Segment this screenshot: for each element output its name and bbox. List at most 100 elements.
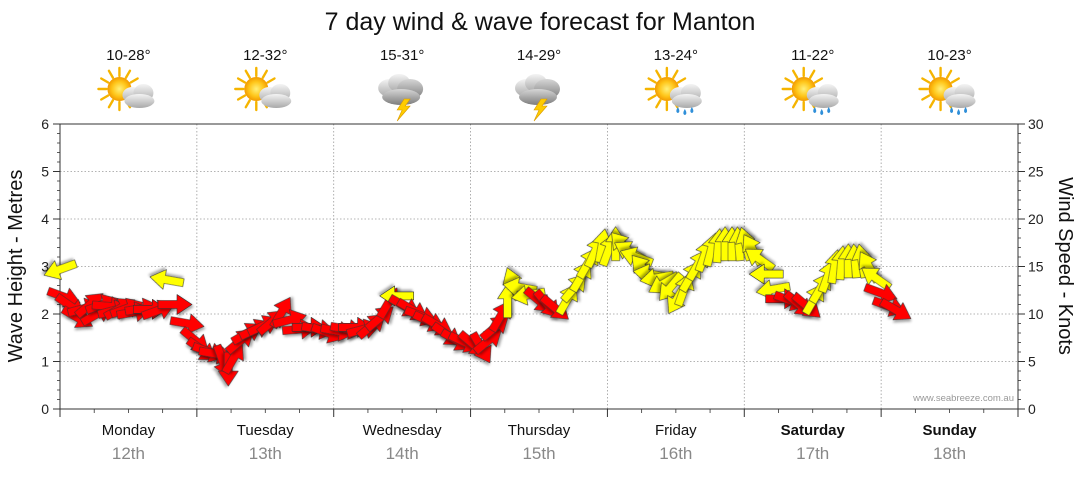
day-date-label: 15th — [522, 444, 555, 463]
x-axis — [59, 409, 1019, 417]
day-temp-label: 12-32° — [243, 47, 287, 64]
sun-ray — [676, 77, 687, 84]
sun-rain-icon — [644, 66, 702, 115]
sun-ray — [928, 69, 936, 79]
rain-drop — [827, 107, 831, 113]
lightning-bolt — [533, 98, 548, 122]
sun-ray — [236, 77, 247, 84]
sun-ray — [784, 94, 794, 101]
sun-ray — [244, 99, 251, 109]
grid — [60, 124, 1018, 409]
right-tick-label: 5 — [1028, 354, 1036, 370]
day-name-label: Thursday — [508, 422, 571, 439]
day-headers: 10-28° Monday 12th 12-32° Tuesday 13th 15-31° W… — [97, 47, 977, 463]
wind-arrow — [748, 263, 784, 285]
wind-arrow — [149, 269, 185, 290]
rain-drop — [950, 107, 954, 113]
watermark: www.seabreeze.com.au — [912, 393, 1014, 404]
wind-arrows — [43, 226, 912, 387]
sun-cloud-icon — [97, 66, 155, 112]
sun-ray — [950, 77, 960, 84]
rain-drop — [957, 109, 961, 115]
cloud-base — [671, 94, 702, 108]
day-date-label: 14th — [386, 444, 419, 463]
rain-drop — [813, 107, 817, 113]
sun-ray — [813, 77, 824, 84]
wind-arrow — [879, 297, 912, 321]
sun-ray — [236, 94, 247, 101]
cloud-base — [945, 94, 976, 108]
day-name-label: Friday — [655, 422, 697, 439]
left-tick-label: 2 — [41, 306, 49, 322]
sun-cloud-icon — [234, 66, 292, 112]
sun-ray — [792, 69, 799, 79]
sun-ray — [266, 77, 276, 84]
rain-drop — [964, 107, 968, 113]
day-date-label: 13th — [249, 444, 282, 463]
storm-cloud-icon — [515, 74, 560, 122]
day-name-label: Tuesday — [237, 422, 294, 439]
sun-ray — [928, 99, 936, 109]
cloud-base — [519, 89, 557, 105]
storm-cloud-icon — [378, 74, 424, 122]
wind-arrow — [745, 248, 776, 273]
sun-ray — [100, 77, 110, 84]
cloud-base — [261, 94, 292, 108]
right-tick-label: 30 — [1028, 116, 1044, 132]
day-name-label: Saturday — [781, 422, 846, 439]
rain-drop — [683, 109, 687, 115]
sun-ray — [647, 94, 657, 101]
sun-ray — [124, 69, 132, 79]
sun-ray — [129, 77, 139, 84]
sun-ray — [792, 99, 799, 109]
sun-ray — [655, 99, 662, 109]
sun-rain-icon — [781, 66, 839, 115]
sun-rain-icon — [918, 66, 976, 115]
sun-ray — [784, 77, 794, 84]
day-temp-label: 13-24° — [654, 47, 698, 64]
wind-arrow — [861, 267, 893, 292]
day-date-label: 17th — [796, 444, 829, 463]
left-tick-label: 6 — [41, 116, 49, 132]
sun-ray — [647, 77, 657, 84]
rain-drop — [820, 109, 824, 115]
sun-ray — [100, 94, 110, 101]
day-name-label: Wednesday — [363, 422, 442, 439]
left-tick-label: 5 — [41, 164, 49, 180]
left-tick-label: 4 — [41, 211, 49, 227]
sun-ray — [945, 69, 953, 79]
day-name-label: Monday — [102, 422, 156, 439]
cloud-base — [124, 94, 155, 108]
left-tick-label: 1 — [41, 354, 49, 370]
sun-ray — [655, 69, 662, 79]
wind-arrow — [157, 294, 193, 315]
sun-ray — [809, 69, 816, 79]
day-temp-label: 14-29° — [517, 47, 561, 64]
day-date-label: 12th — [112, 444, 145, 463]
sun-ray — [672, 69, 679, 79]
left-axis: 0 1 2 3 4 5 6 — [41, 116, 60, 417]
chart-title: 7 day wind & wave forecast for Manton — [325, 8, 756, 36]
right-tick-label: 25 — [1028, 164, 1044, 180]
left-tick-label: 3 — [41, 259, 49, 275]
cloud-base — [808, 94, 839, 108]
right-tick-label: 20 — [1028, 211, 1044, 227]
right-tick-label: 15 — [1028, 259, 1044, 275]
day-name-label: Sunday — [922, 422, 977, 439]
sun-ray — [921, 94, 931, 101]
cloud-base — [382, 89, 421, 105]
sun-ray — [107, 99, 115, 109]
sun-ray — [244, 69, 251, 79]
day-date-label: 16th — [659, 444, 692, 463]
sun-ray — [107, 69, 115, 79]
day-temp-label: 10-23° — [927, 47, 971, 64]
day-date-label: 18th — [933, 444, 966, 463]
day-temp-label: 15-31° — [380, 47, 424, 64]
sun-ray — [261, 69, 268, 79]
wind-arrow — [169, 313, 205, 334]
sun-ray — [921, 77, 931, 84]
wind-arrow — [43, 259, 78, 280]
right-tick-label: 10 — [1028, 306, 1044, 322]
